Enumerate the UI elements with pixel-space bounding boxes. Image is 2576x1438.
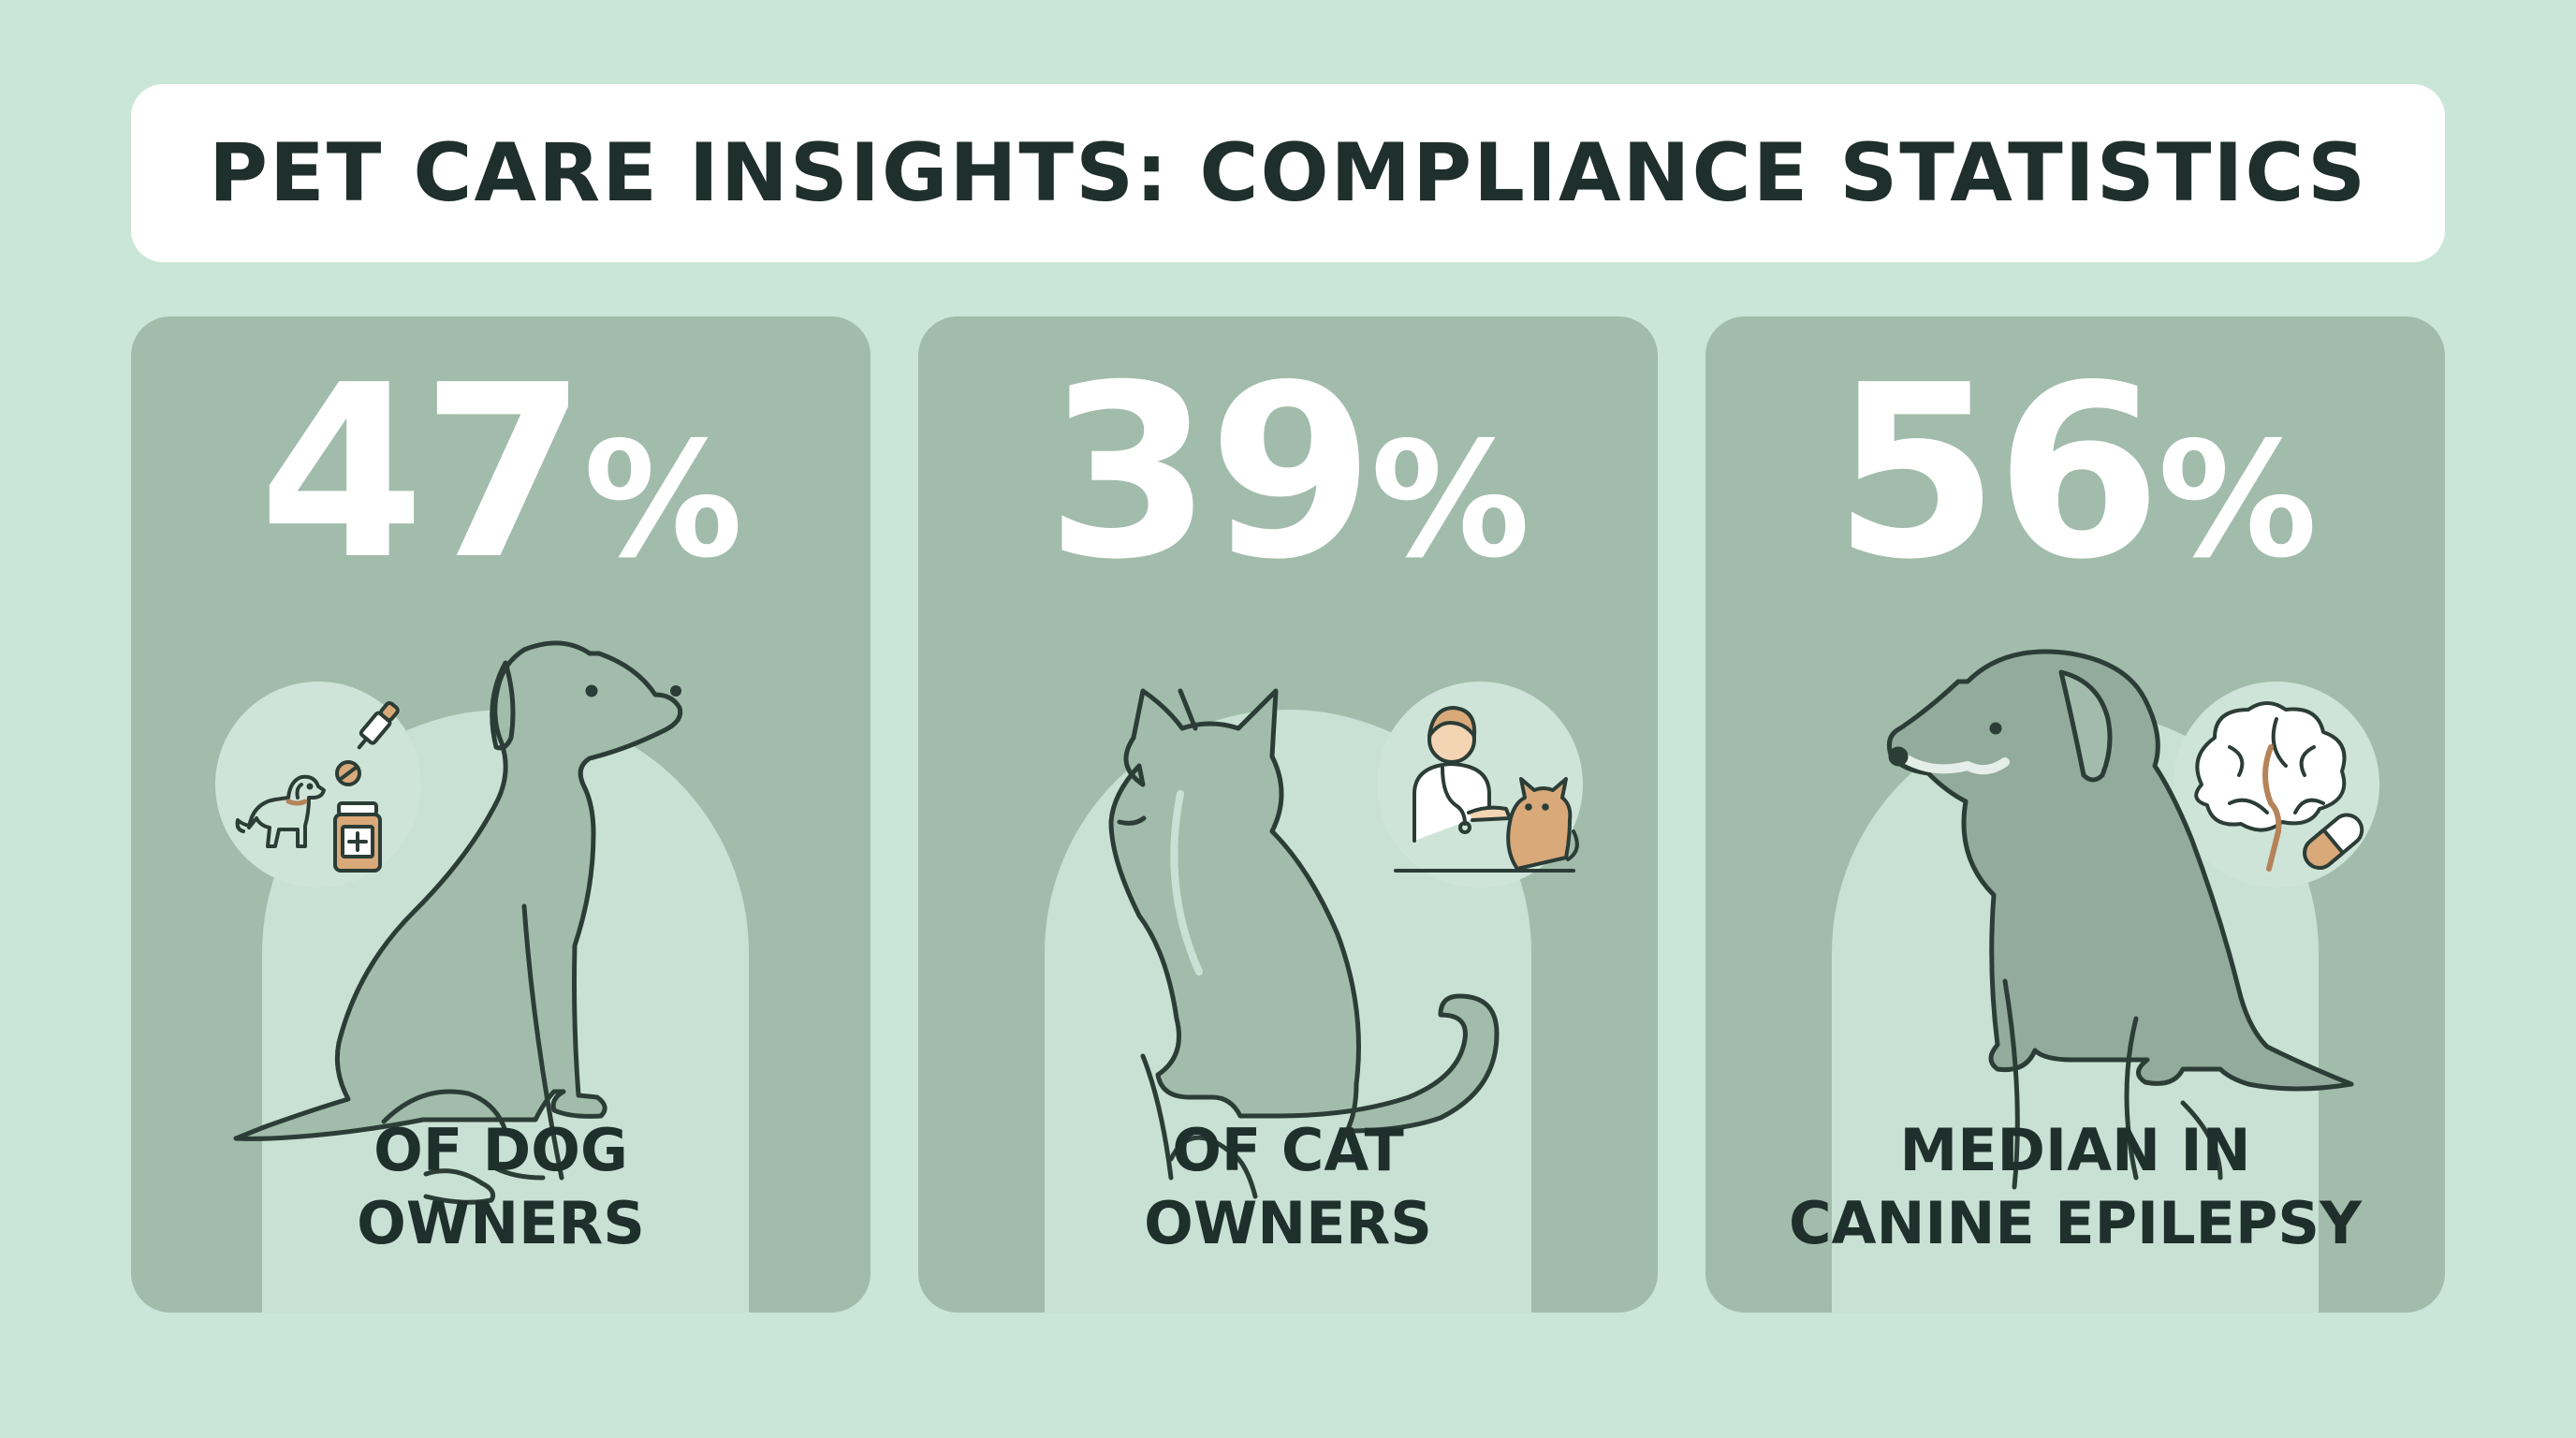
sitting-cat-icon	[1031, 653, 1555, 1253]
stat-card-cat-owners: 39% OF CAT OWNERS	[918, 316, 1658, 1313]
vet-with-cat-icon	[1377, 682, 1583, 888]
dog-medication-icon	[215, 682, 421, 888]
stat-card-dog-owners: 47%	[131, 316, 871, 1313]
brain-capsule-icon	[2174, 682, 2379, 888]
stat-caption: MEDIAN IN CANINE EPILEPSY	[1789, 1116, 2362, 1257]
stat-value: 47%	[258, 334, 743, 612]
stat-caption: OF DOG OWNERS	[357, 1116, 645, 1257]
stat-value: 56%	[1833, 334, 2318, 612]
sitting-dog-icon	[1780, 616, 2379, 1253]
page-title: PET CARE INSIGHTS: COMPLIANCE STATISTICS	[208, 126, 2368, 220]
sitting-dog-icon	[225, 597, 786, 1243]
title-banner: PET CARE INSIGHTS: COMPLIANCE STATISTICS	[131, 84, 2445, 262]
stat-value: 39%	[1046, 334, 1530, 612]
stat-card-canine-epilepsy: 56% MEDIAN IN CANINE EPILEPSY	[1705, 316, 2445, 1313]
stat-caption: OF CAT OWNERS	[1144, 1116, 1432, 1257]
